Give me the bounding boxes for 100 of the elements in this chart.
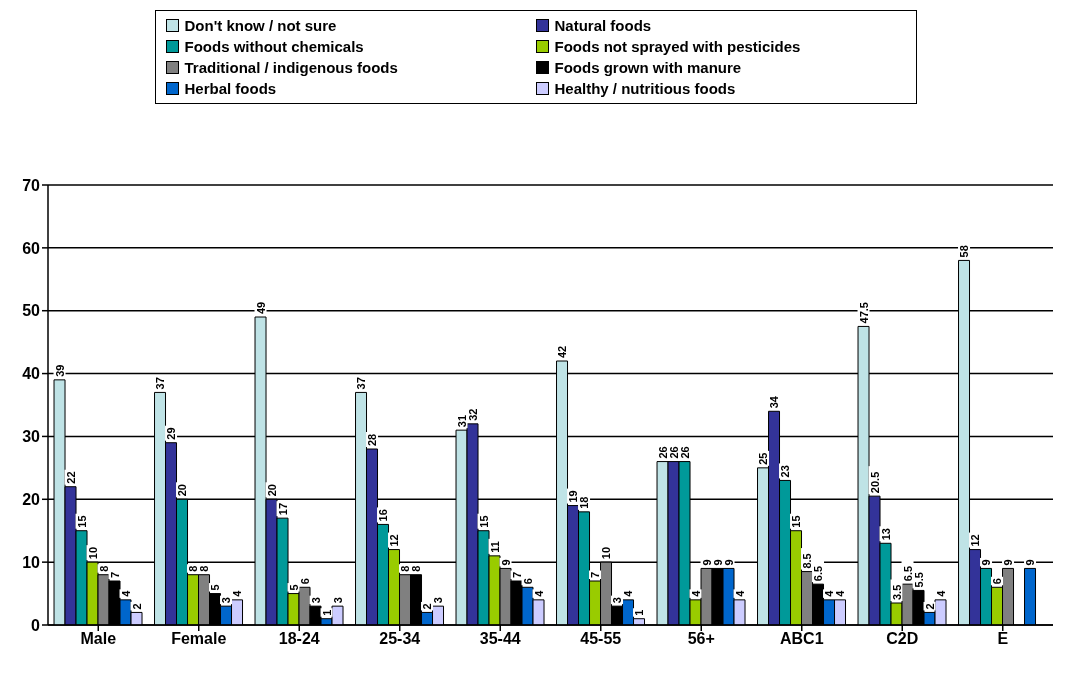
x-tick-label: Male xyxy=(80,630,117,648)
data-label: 26 xyxy=(656,446,669,459)
data-label: 5.5 xyxy=(912,572,925,588)
y-tick-label: 20 xyxy=(22,490,41,508)
y-tick-label: 50 xyxy=(22,302,41,320)
data-label: 13 xyxy=(879,528,892,541)
data-label: 23 xyxy=(779,465,792,478)
data-label: 3 xyxy=(309,597,322,604)
data-label: 47.5 xyxy=(857,302,870,324)
data-label: 7 xyxy=(589,571,602,578)
data-label: 4 xyxy=(834,589,847,597)
legend-label: Foods not sprayed with pesticides xyxy=(554,38,801,55)
data-label: 39 xyxy=(53,364,66,377)
y-tick-label: 60 xyxy=(22,239,41,257)
data-label: 18 xyxy=(578,496,591,509)
data-label: 8 xyxy=(198,565,211,572)
data-label: 58 xyxy=(958,245,971,258)
data-label: 28 xyxy=(366,433,379,446)
data-label: 34 xyxy=(768,395,781,409)
data-label: 3 xyxy=(331,597,344,604)
data-label: 3 xyxy=(432,597,445,604)
data-label: 12 xyxy=(388,534,401,547)
data-label: 4 xyxy=(823,589,836,597)
data-label: 15 xyxy=(477,515,490,528)
data-label: 42 xyxy=(556,345,569,358)
data-label: 3 xyxy=(611,597,624,604)
data-label: 15 xyxy=(75,515,88,528)
data-label: 4 xyxy=(532,589,545,597)
data-label: 8.5 xyxy=(801,553,814,569)
legend-label: Natural foods xyxy=(554,17,652,34)
data-label: 10 xyxy=(600,546,613,560)
data-label: 7 xyxy=(108,571,121,578)
legend-label: Herbal foods xyxy=(184,80,277,97)
x-tick-label: 25-34 xyxy=(379,630,421,648)
x-tick-label: C2D xyxy=(886,630,919,648)
data-label: 37 xyxy=(154,377,167,390)
data-label: 15 xyxy=(790,515,803,528)
y-tick-label: 10 xyxy=(22,553,41,571)
data-label: 8 xyxy=(399,565,412,572)
data-label: 16 xyxy=(377,509,390,522)
x-tick-label: 35-44 xyxy=(479,630,521,648)
data-label: 8 xyxy=(97,565,110,572)
data-label: 1 xyxy=(633,609,646,616)
data-label: 19 xyxy=(567,490,580,503)
data-label: 5 xyxy=(287,584,300,591)
x-tick-label: ABC1 xyxy=(779,630,824,648)
data-label: 6.5 xyxy=(812,565,825,582)
data-label: 20 xyxy=(265,484,278,497)
data-label: 12 xyxy=(969,534,982,547)
legend-label: Don't know / not sure xyxy=(184,17,337,34)
data-label: 4 xyxy=(934,589,947,597)
data-label: 11 xyxy=(488,541,501,553)
data-label: 3 xyxy=(220,597,233,604)
data-label: 3.5 xyxy=(890,584,903,600)
data-label: 6 xyxy=(298,578,311,585)
data-label: 6.5 xyxy=(901,565,914,582)
data-label: 22 xyxy=(64,471,77,484)
data-label: 10 xyxy=(86,546,99,560)
x-tick-label: 18-24 xyxy=(278,630,320,648)
data-label: 9 xyxy=(980,559,993,566)
data-label: 2 xyxy=(421,603,434,610)
data-label: 20.5 xyxy=(868,471,881,494)
data-label: 1 xyxy=(320,609,333,616)
y-tick-label: 40 xyxy=(22,365,41,383)
data-label: 32 xyxy=(466,408,479,421)
y-tick-label: 70 xyxy=(22,176,41,194)
data-label: 17 xyxy=(276,502,289,516)
data-label: 31 xyxy=(455,414,468,428)
y-tick-label: 0 xyxy=(31,616,41,634)
data-label: 2 xyxy=(130,603,143,610)
data-label: 8 xyxy=(187,565,200,572)
data-label: 9 xyxy=(1002,559,1015,566)
data-label: 4 xyxy=(231,589,244,597)
data-label: 6 xyxy=(991,578,1004,585)
data-label: 9 xyxy=(722,559,735,566)
legend-label: Foods without chemicals xyxy=(184,38,364,55)
data-label: 4 xyxy=(622,589,635,597)
data-label: 7 xyxy=(510,571,523,578)
data-label: 4 xyxy=(733,589,746,597)
data-label: 5 xyxy=(209,584,222,591)
data-label: 37 xyxy=(355,377,368,390)
data-label: 20 xyxy=(176,484,189,497)
data-label: 9 xyxy=(711,559,724,566)
x-tick-label: E xyxy=(997,630,1009,648)
x-tick-label: Female xyxy=(171,630,227,648)
data-label: 9 xyxy=(499,559,512,566)
data-label: 25 xyxy=(757,452,770,465)
data-label: 49 xyxy=(254,301,267,314)
legend-label: Healthy / nutritious foods xyxy=(554,80,736,97)
x-tick-label: 56+ xyxy=(687,630,715,648)
data-label: 4 xyxy=(689,589,702,597)
data-label: 26 xyxy=(678,446,691,459)
legend-label: Traditional / indigenous foods xyxy=(184,59,398,76)
x-tick-label: 45-55 xyxy=(580,630,622,648)
data-label: 26 xyxy=(667,446,680,459)
data-label: 9 xyxy=(700,559,713,566)
legend-label: Foods grown with manure xyxy=(554,59,742,76)
data-label: 2 xyxy=(923,603,936,610)
data-label: 8 xyxy=(410,565,423,572)
data-label: 6 xyxy=(521,578,534,585)
